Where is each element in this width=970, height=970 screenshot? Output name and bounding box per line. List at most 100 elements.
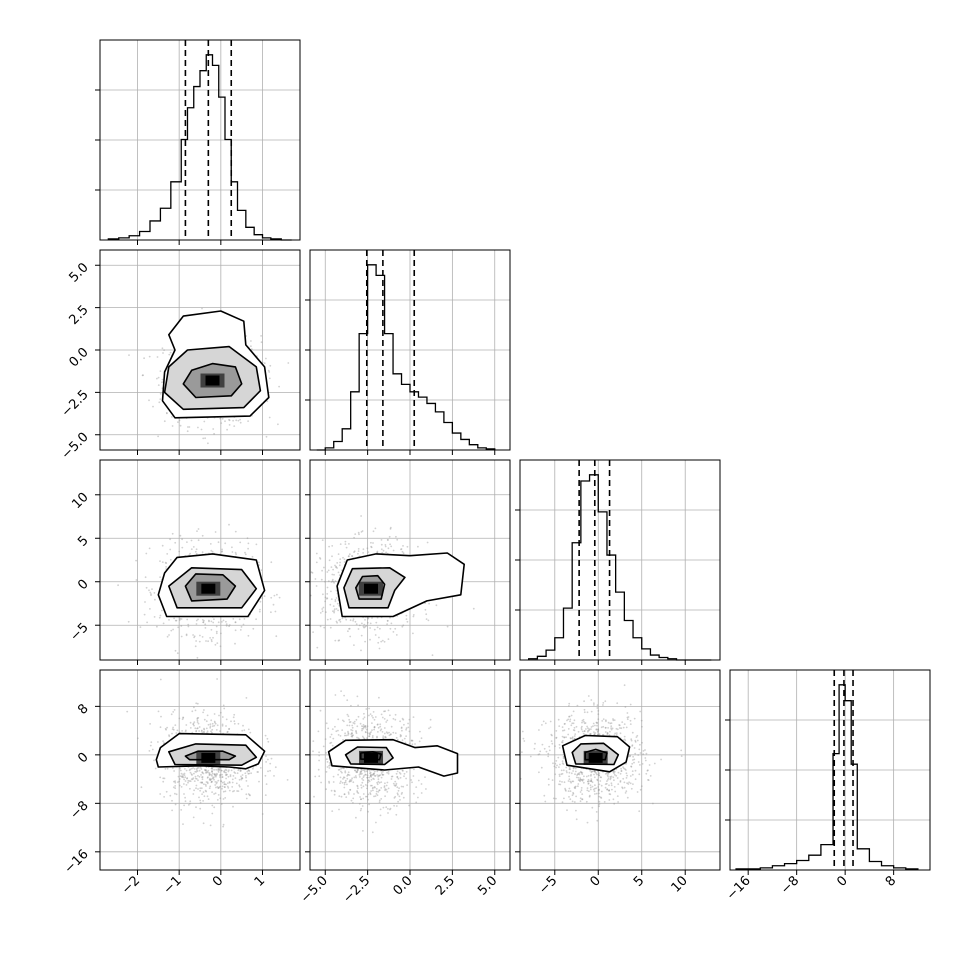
scatter-point bbox=[232, 618, 235, 620]
scatter-point bbox=[390, 778, 393, 780]
scatter-point bbox=[226, 731, 229, 733]
scatter-point bbox=[150, 593, 152, 595]
scatter-point bbox=[189, 552, 192, 555]
scatter-point bbox=[196, 718, 199, 720]
scatter-point bbox=[190, 773, 193, 775]
scatter-point bbox=[228, 523, 230, 526]
scatter-point bbox=[180, 625, 183, 627]
axes-frame bbox=[309, 669, 511, 871]
scatter-point bbox=[184, 768, 186, 770]
scatter-point bbox=[216, 786, 219, 788]
scatter-point bbox=[193, 721, 196, 723]
scatter-point bbox=[644, 749, 646, 751]
scatter-point bbox=[207, 798, 210, 800]
scatter-point bbox=[224, 768, 227, 771]
scatter-point bbox=[178, 778, 181, 780]
scatter-point bbox=[228, 728, 230, 730]
scatter-point bbox=[411, 739, 414, 742]
contour-line bbox=[168, 743, 258, 767]
scatter-point bbox=[373, 628, 376, 631]
scatter-point bbox=[377, 731, 379, 733]
contour-line bbox=[161, 310, 270, 419]
scatter-point bbox=[569, 737, 572, 739]
scatter-point bbox=[265, 783, 268, 785]
scatter-point bbox=[261, 597, 264, 599]
scatter-point bbox=[186, 777, 188, 780]
scatter-point bbox=[366, 776, 369, 779]
scatter-point bbox=[225, 623, 228, 625]
scatter-point bbox=[191, 710, 194, 713]
scatter-point bbox=[340, 795, 343, 798]
scatter-point bbox=[286, 779, 289, 781]
scatter-point bbox=[385, 788, 388, 791]
scatter-point bbox=[371, 736, 374, 739]
scatter-point bbox=[350, 732, 353, 735]
scatter-point bbox=[386, 623, 388, 625]
scatter-point bbox=[352, 722, 355, 724]
scatter-point bbox=[220, 780, 222, 782]
scatter-point bbox=[362, 552, 364, 554]
scatter-point bbox=[187, 625, 190, 628]
scatter-point bbox=[207, 771, 209, 774]
scatter-contour-panel bbox=[305, 669, 511, 875]
scatter-point bbox=[563, 797, 565, 800]
scatter-point bbox=[394, 732, 397, 734]
scatter-point bbox=[376, 783, 379, 786]
scatter-point bbox=[265, 761, 267, 763]
scatter-point bbox=[232, 419, 235, 422]
scatter-point bbox=[215, 774, 218, 777]
scatter-point bbox=[370, 545, 372, 548]
scatter-point bbox=[264, 794, 267, 796]
scatter-point bbox=[362, 625, 365, 628]
scatter-point bbox=[222, 825, 225, 828]
scatter-point bbox=[369, 627, 371, 629]
scatter-point bbox=[353, 551, 355, 553]
scatter-contour-panel bbox=[515, 669, 721, 875]
scatter-point bbox=[366, 737, 368, 739]
scatter-point bbox=[185, 769, 188, 772]
scatter-point bbox=[446, 625, 449, 628]
scatter-point bbox=[615, 732, 618, 734]
scatter-point bbox=[346, 713, 349, 716]
scatter-point bbox=[344, 732, 346, 735]
scatter-point bbox=[343, 786, 346, 789]
scatter-point bbox=[338, 639, 341, 642]
scatter-point bbox=[351, 732, 353, 735]
scatter-point bbox=[607, 721, 610, 724]
scatter-point bbox=[211, 725, 214, 728]
scatter-point bbox=[243, 729, 246, 732]
scatter-point bbox=[193, 724, 195, 727]
scatter-point bbox=[389, 528, 392, 530]
scatter-point bbox=[238, 618, 241, 621]
scatter-point bbox=[406, 620, 409, 623]
scatter-point bbox=[379, 729, 382, 732]
scatter-point bbox=[343, 793, 346, 796]
scatter-point bbox=[172, 786, 175, 789]
contour-line bbox=[184, 750, 237, 761]
scatter-point bbox=[378, 801, 381, 803]
panel-content bbox=[128, 307, 290, 445]
scatter-point bbox=[335, 566, 337, 569]
contour-line bbox=[182, 362, 243, 399]
scatter-point bbox=[178, 619, 181, 621]
scatter-point bbox=[607, 727, 609, 729]
scatter-point bbox=[347, 774, 350, 776]
scatter-point bbox=[340, 690, 342, 692]
scatter-point bbox=[205, 771, 208, 774]
scatter-point bbox=[239, 629, 242, 631]
contour-line bbox=[344, 746, 394, 766]
scatter-point bbox=[360, 784, 362, 786]
scatter-point bbox=[189, 780, 192, 782]
scatter-point bbox=[343, 561, 346, 563]
scatter-point bbox=[268, 371, 271, 373]
scatter-point bbox=[356, 771, 358, 774]
scatter-point bbox=[269, 364, 272, 367]
scatter-point bbox=[207, 442, 209, 445]
scatter-point bbox=[315, 561, 318, 564]
scatter-point bbox=[376, 723, 379, 726]
scatter-point bbox=[159, 678, 162, 681]
scatter-point bbox=[207, 723, 210, 726]
scatter-point bbox=[229, 775, 232, 778]
scatter-point bbox=[568, 796, 570, 798]
scatter-point bbox=[341, 617, 344, 620]
